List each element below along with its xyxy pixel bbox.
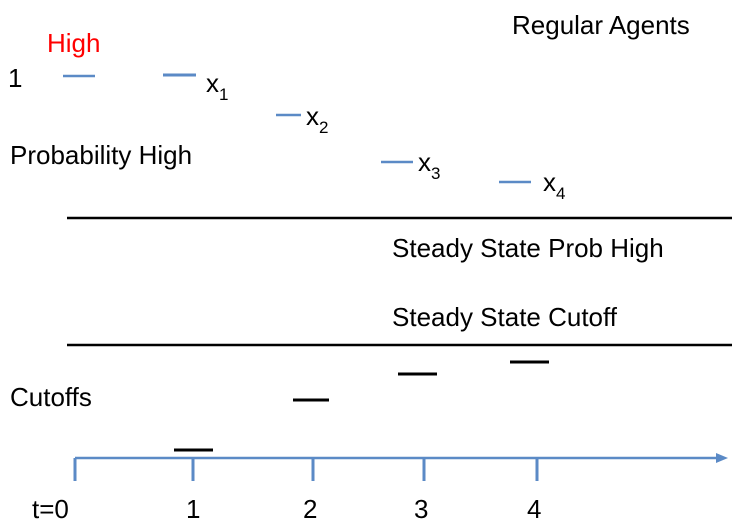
- probability-high-label: Probability High: [10, 140, 192, 170]
- x2-label: x2: [306, 101, 328, 137]
- axis-tick-label-4: 4: [527, 494, 541, 524]
- high-label: High: [47, 28, 100, 58]
- axis-tick-label-0: t=0: [32, 494, 69, 524]
- x3-label: x3: [418, 147, 440, 183]
- axis-tick-label-2: 2: [303, 494, 317, 524]
- one-label: 1: [8, 63, 22, 93]
- x1-label: x1: [206, 68, 228, 104]
- steady-state-cutoff-label: Steady State Cutoff: [392, 302, 618, 332]
- time-axis-arrow-icon: [716, 453, 728, 463]
- axis-tick-label-3: 3: [414, 494, 428, 524]
- diagram-title: Regular Agents: [512, 10, 690, 40]
- steady-state-prob-label: Steady State Prob High: [392, 233, 664, 263]
- x4-label: x4: [543, 167, 565, 203]
- cutoffs-label: Cutoffs: [10, 382, 92, 412]
- axis-tick-label-1: 1: [186, 494, 200, 524]
